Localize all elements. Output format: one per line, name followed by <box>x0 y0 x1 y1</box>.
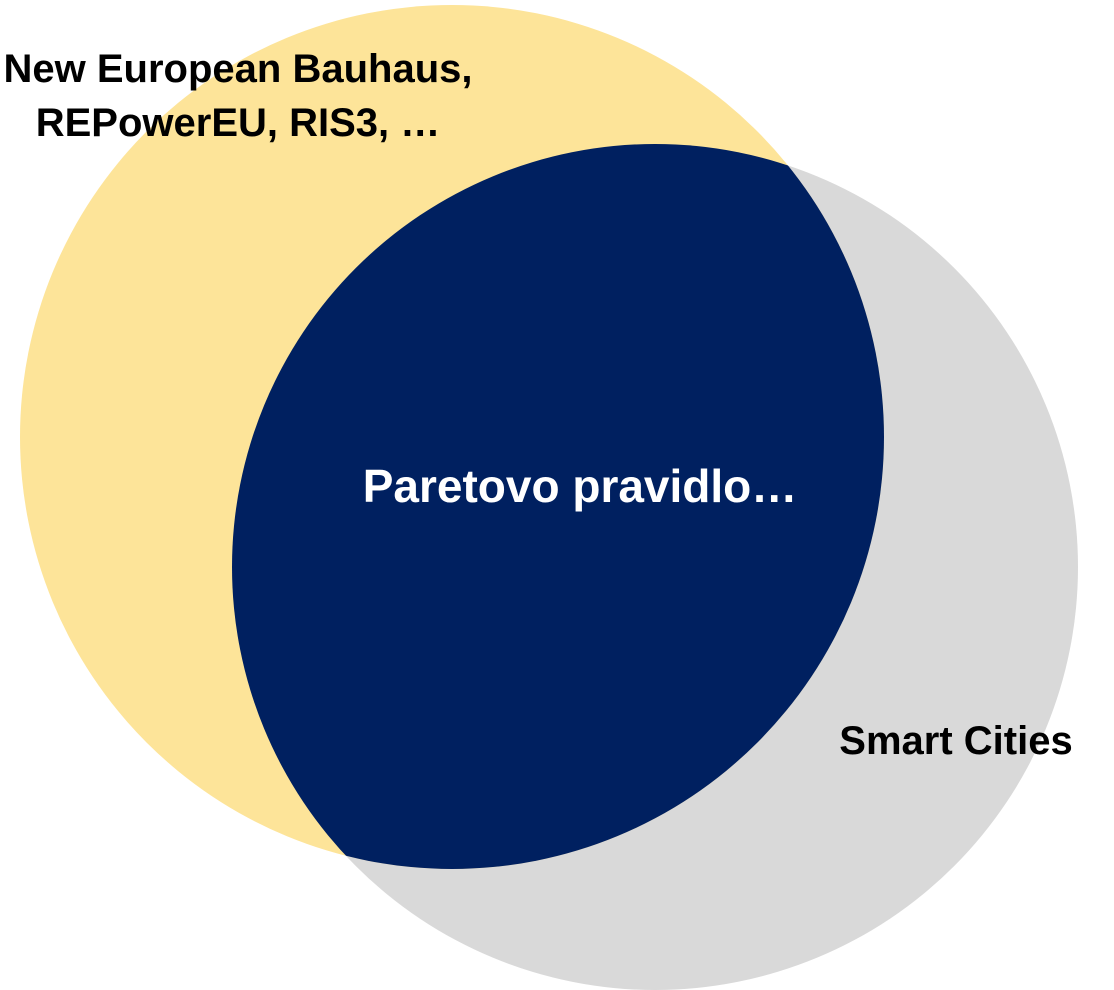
set-label-line: New European Bauhaus, <box>4 47 473 91</box>
set-label-line: REPowerEU, RIS3, … <box>36 101 441 145</box>
intersection-label: Paretovo pravidlo… <box>363 460 798 512</box>
set-label: Smart Cities <box>839 719 1072 763</box>
